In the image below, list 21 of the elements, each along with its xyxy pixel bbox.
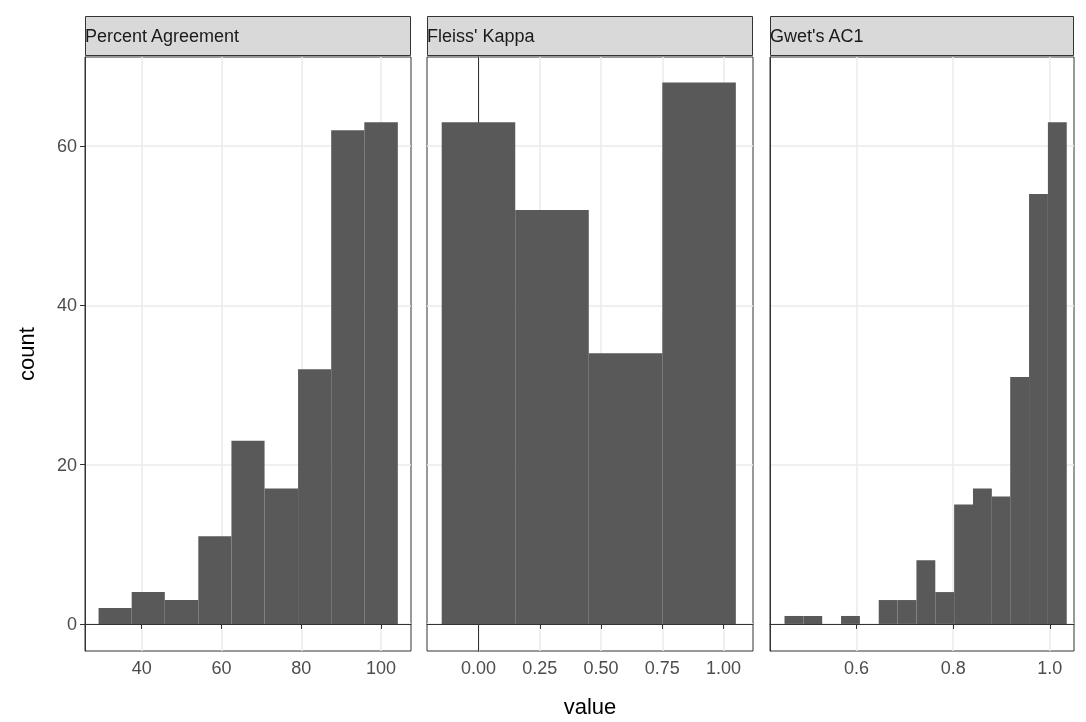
y-tick-label: 20 [56, 454, 77, 475]
x-tick-label: 0.6 [844, 658, 870, 678]
y-axis-title: count [13, 327, 39, 381]
x-tick-label: 0.00 [460, 658, 496, 678]
chart-title: Fleiss' Kappa [427, 26, 536, 46]
x-tick-label: 1.0 [1037, 658, 1063, 678]
x-tick-label: 0.25 [522, 658, 558, 678]
x-tick-label: 60 [211, 658, 232, 678]
y-tick-label: 0 [66, 613, 77, 634]
y-tick-label: 40 [56, 295, 77, 316]
x-tick-label: 40 [131, 658, 152, 678]
chart-title: Gwet's AC1 [770, 26, 864, 46]
x-tick-label: 100 [366, 658, 397, 678]
x-tick-label: 1.00 [706, 658, 742, 678]
chart-title: Percent Agreement [85, 26, 240, 46]
x-tick-label: 0.75 [644, 658, 680, 678]
x-axis-title: value [563, 693, 617, 719]
x-tick-label: 0.8 [940, 658, 966, 678]
y-tick-label: 60 [56, 136, 77, 157]
x-tick-label: 0.50 [583, 658, 619, 678]
x-tick-label: 80 [291, 658, 312, 678]
